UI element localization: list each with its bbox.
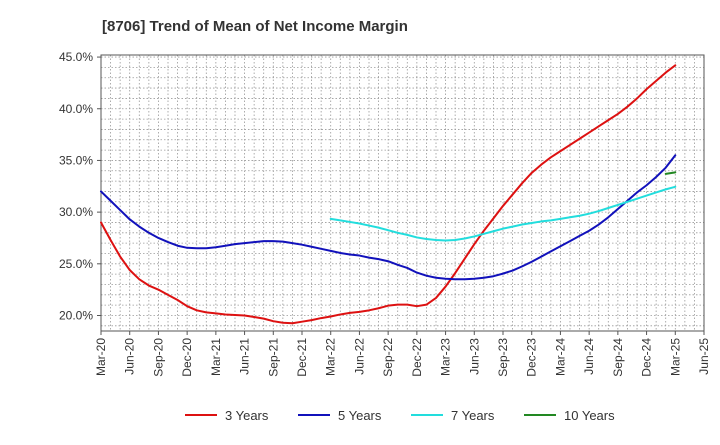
legend-label: 3 Years <box>225 408 269 423</box>
legend-label: 10 Years <box>564 408 615 423</box>
x-tick-label: Mar-25 <box>668 338 682 376</box>
x-tick-label: Sep-23 <box>496 338 510 377</box>
grid <box>100 55 705 331</box>
x-tick-label: Jun-21 <box>238 338 252 375</box>
x-tick-label: Jun-24 <box>582 338 596 375</box>
x-tick-label: Dec-21 <box>295 338 309 377</box>
x-tick-label: Sep-21 <box>266 338 280 377</box>
y-axis-ticks: 20.0% 25.0% 30.0% 35.0% 40.0% 45.0% <box>59 50 101 322</box>
x-tick-label: Dec-20 <box>180 338 194 377</box>
x-tick-label: Mar-23 <box>439 338 453 376</box>
legend: 3 Years 5 Years 7 Years 10 Years <box>185 408 615 423</box>
x-tick-label: Mar-24 <box>553 338 567 376</box>
series-line-2 <box>100 154 677 281</box>
x-tick-label: Mar-20 <box>94 338 108 376</box>
y-tick-label: 35.0% <box>59 153 93 167</box>
x-tick-label: Jun-25 <box>697 338 711 375</box>
x-axis-ticks: Mar-20 Jun-20 Sep-20 Dec-20 Mar-21 Jun-21 Sep-… <box>94 331 711 377</box>
x-tick-label: Jun-22 <box>352 338 366 375</box>
x-tick-label: Mar-21 <box>209 338 223 376</box>
plot-frame <box>100 54 705 332</box>
x-tick-label: Sep-22 <box>381 338 395 377</box>
x-tick-label: Sep-24 <box>611 338 625 377</box>
x-tick-label: Jun-20 <box>123 338 137 375</box>
x-tick-label: Jun-23 <box>467 338 481 375</box>
y-tick-label: 20.0% <box>59 308 93 322</box>
y-tick-label: 25.0% <box>59 257 93 271</box>
x-tick-label: Sep-20 <box>151 338 165 377</box>
y-tick-label: 30.0% <box>59 205 93 219</box>
legend-label: 5 Years <box>338 408 382 423</box>
y-tick-label: 40.0% <box>59 102 93 116</box>
series-line-1 <box>100 64 677 325</box>
x-tick-label: Dec-22 <box>410 338 424 377</box>
y-tick-label: 45.0% <box>59 50 93 64</box>
series-lines <box>100 64 677 325</box>
legend-label: 7 Years <box>451 408 495 423</box>
x-tick-label: Dec-24 <box>640 338 654 377</box>
series-line-4 <box>664 171 677 175</box>
x-tick-label: Dec-23 <box>525 338 539 377</box>
chart-title: [8706] Trend of Mean of Net Income Margi… <box>102 18 408 35</box>
x-tick-label: Mar-22 <box>324 338 338 376</box>
series-line-3 <box>329 185 677 242</box>
